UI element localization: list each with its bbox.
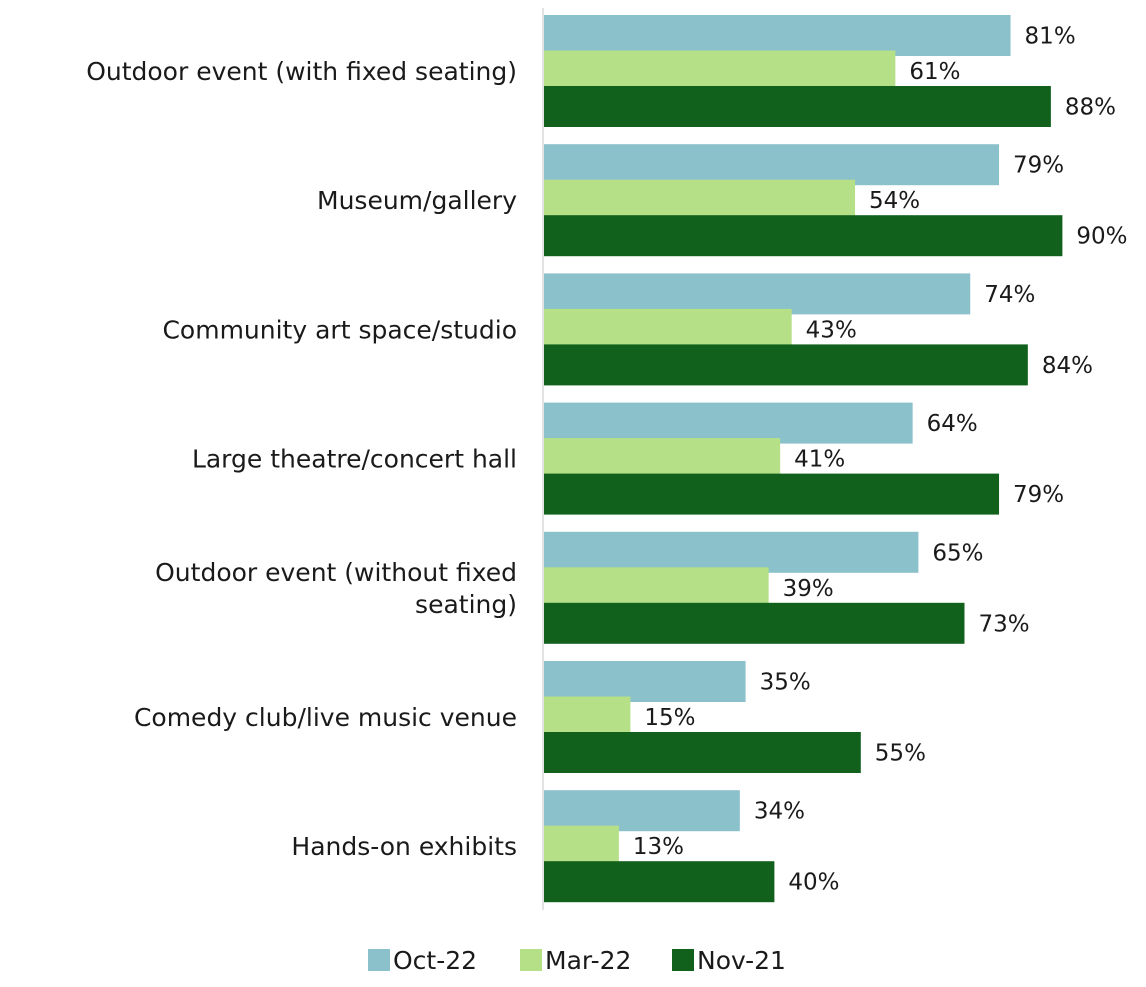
bar-oct-22-2 [544,273,971,315]
category-label: Community art space/studio [162,315,517,344]
data-label: 34% [754,799,805,825]
bar-oct-22-0 [544,15,1011,56]
bars [544,15,1063,903]
category-label: Outdoor event (without fixed [155,558,517,587]
legend-label: Nov-21 [697,946,786,975]
bar-oct-22-6 [544,790,740,832]
data-label: 73% [978,611,1029,637]
data-label: 90% [1076,224,1127,250]
data-label: 13% [633,834,684,860]
bar-nov-21-1 [544,215,1063,257]
data-label: 65% [932,540,983,566]
data-label: 55% [875,741,926,767]
data-label: 54% [869,188,920,214]
data-label: 61% [909,59,960,85]
legend: Oct-22 Mar-22 Nov-21 [368,946,786,975]
data-label: 88% [1065,95,1116,121]
legend-swatch [368,949,390,971]
category-label: Large theatre/concert hall [192,445,517,474]
bar-mar-22-1 [544,179,856,221]
category-label: Museum/gallery [317,186,517,215]
data-label: 74% [984,282,1035,308]
category-label: Outdoor event (with fixed seating) [86,57,517,86]
data-label: 15% [644,705,695,731]
legend-swatch [520,949,542,971]
bar-oct-22-4 [544,531,919,573]
data-label: 84% [1042,353,1093,379]
bar-nov-21-2 [544,344,1028,386]
data-label: 64% [927,411,978,437]
category-label: Hands-on exhibits [291,832,517,861]
data-label: 79% [1013,153,1064,179]
bar-nov-21-5 [544,732,861,773]
data-labels: 81% 61% 88% 79% 54% 90% 74% 43% 84% 64% 41% 79% 65% 3… [633,24,1128,896]
bar-oct-22-1 [544,144,1000,186]
category-labels: Outdoor event (with fixed seating) Museum… [86,57,517,861]
bar-mar-22-5 [544,696,631,738]
category-label: seating) [415,590,517,619]
data-label: 35% [760,670,811,696]
bar-nov-21-3 [544,473,1000,515]
bar-nov-21-4 [544,602,965,644]
bar-oct-22-5 [544,661,746,702]
bar-mar-22-2 [544,308,792,350]
category-label: Comedy club/live music venue [134,703,517,732]
legend-label: Mar-22 [545,946,631,975]
bar-nov-21-0 [544,86,1051,127]
bar-oct-22-3 [544,402,913,444]
legend-label: Oct-22 [393,946,477,975]
bar-nov-21-6 [544,861,775,903]
data-label: 43% [806,317,857,343]
bar-mar-22-0 [544,50,896,92]
data-label: 39% [783,576,834,602]
data-label: 79% [1013,482,1064,508]
bar-mar-22-3 [544,438,781,480]
data-label: 81% [1025,24,1076,50]
bar-mar-22-4 [544,567,769,609]
data-label: 40% [788,870,839,896]
bar-mar-22-6 [544,825,619,867]
data-label: 41% [794,447,845,473]
legend-swatch [672,949,694,971]
